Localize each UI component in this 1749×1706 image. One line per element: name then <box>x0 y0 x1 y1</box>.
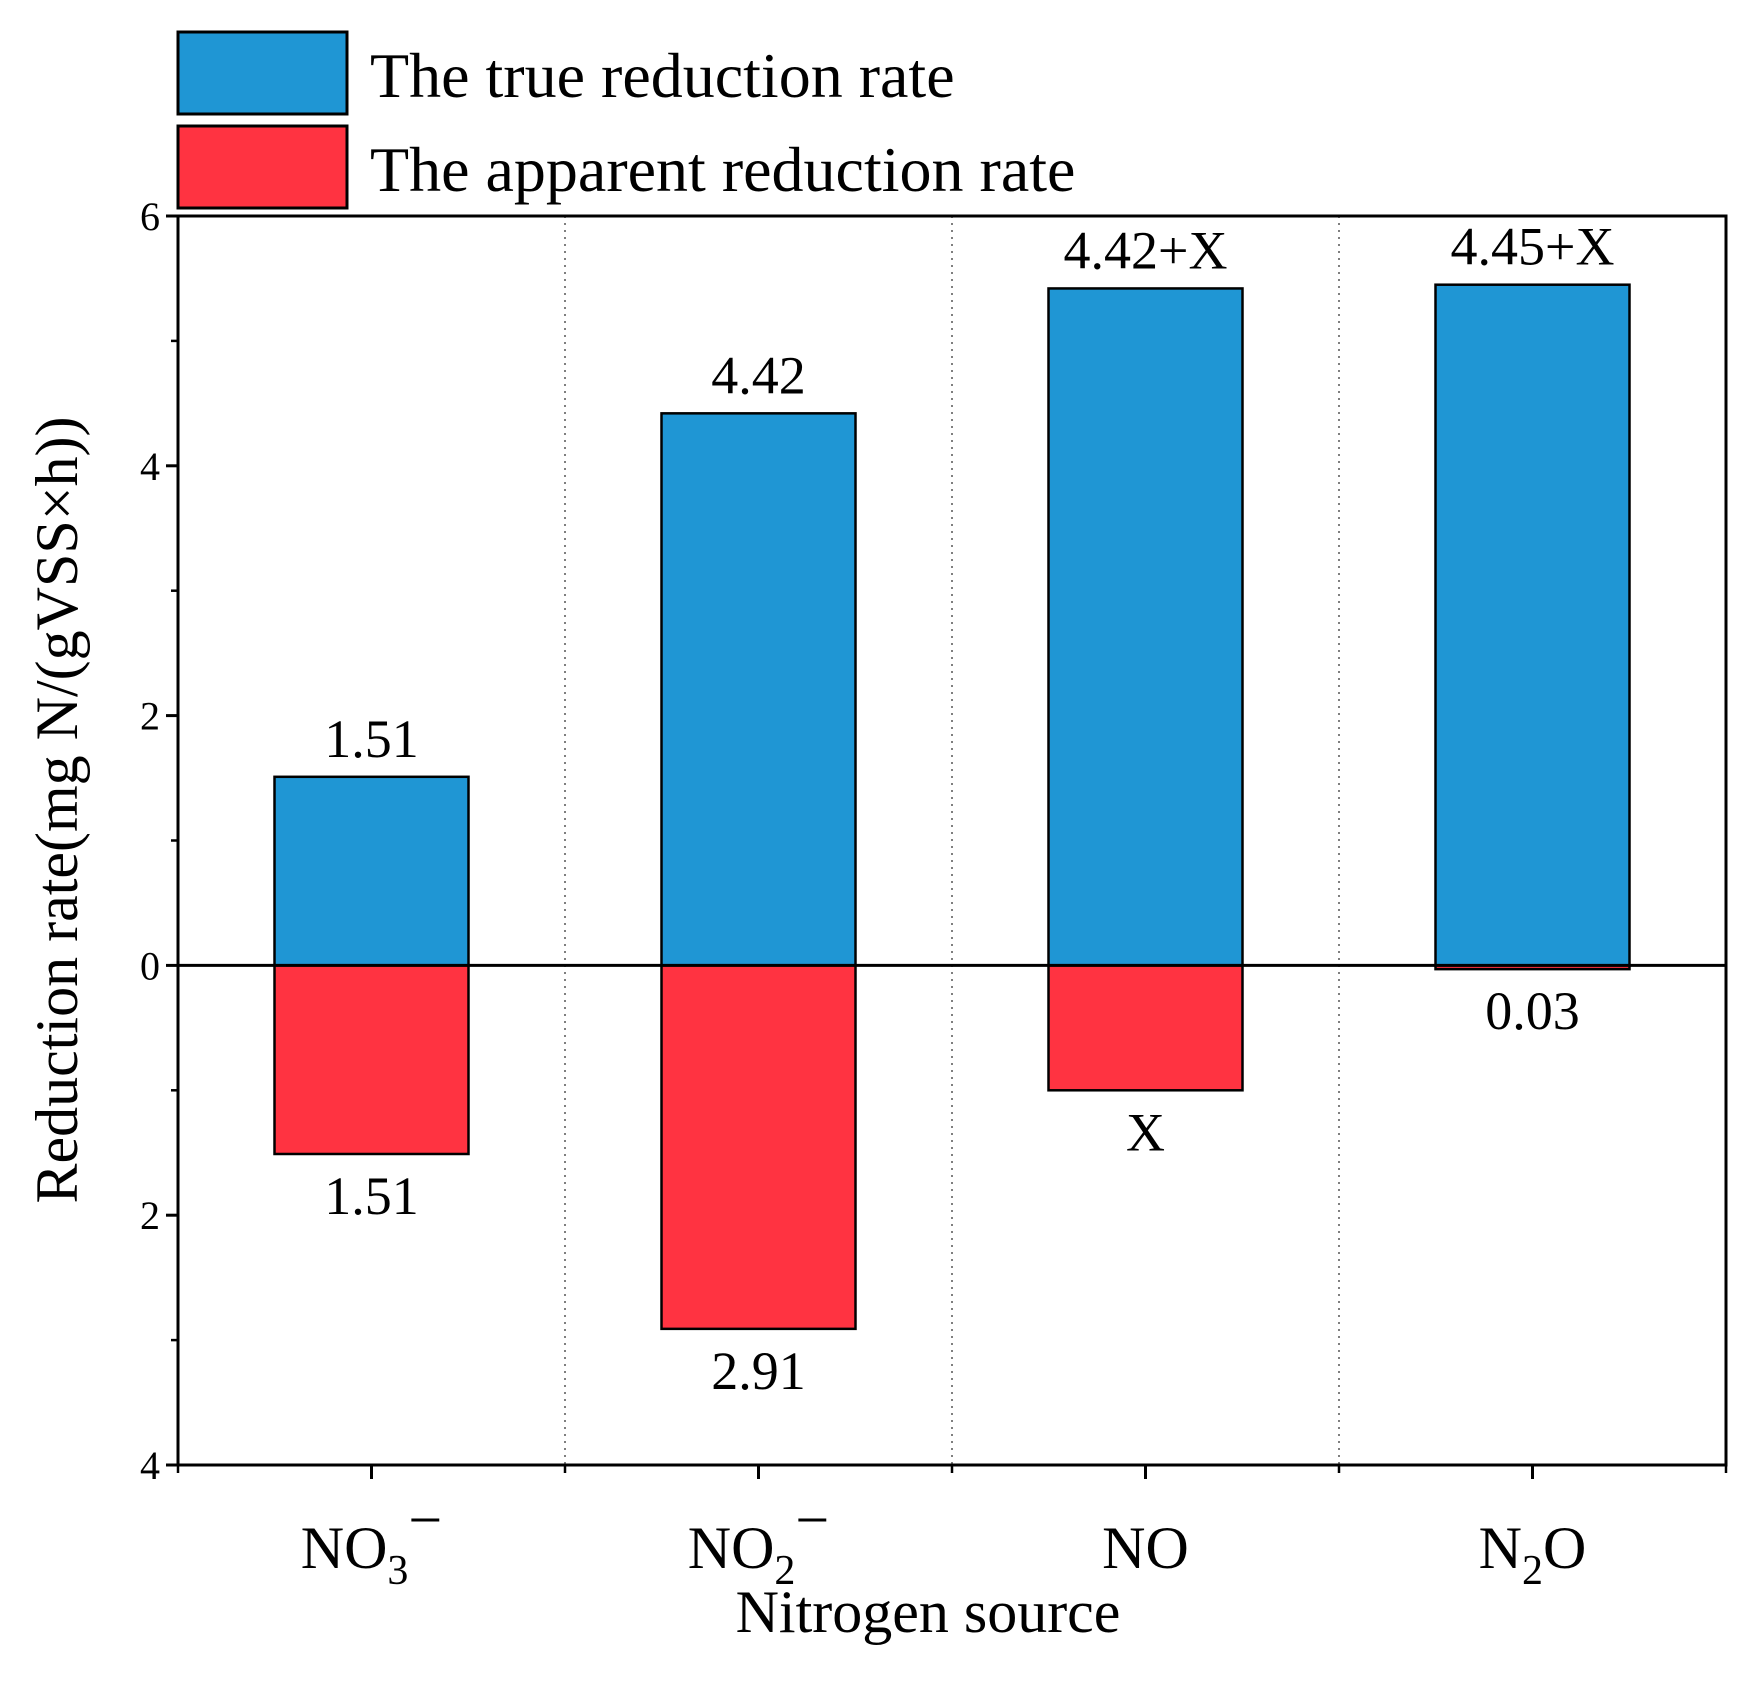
y-tick-label: 0 <box>140 943 160 988</box>
y-tick-label: 4 <box>140 444 160 489</box>
data-label-apparent-rate: X <box>1126 1102 1165 1162</box>
category-separators <box>564 216 1340 1465</box>
x-category-label: NO3− <box>301 1487 443 1594</box>
data-label-true-rate: 4.42 <box>711 345 806 405</box>
x-axis-ticks: NO3− NO2− NO N2O <box>176 1465 1728 1594</box>
y-tick-label: 6 <box>140 194 160 239</box>
bars <box>273 283 1631 1331</box>
data-label-apparent-rate: 0.03 <box>1485 981 1580 1041</box>
bar-apparent-rate <box>273 964 470 1156</box>
x-category-label: NO2− <box>688 1487 830 1594</box>
bar-true-rate <box>1434 283 1631 967</box>
y-axis-ticks: 6 4 2 0 2 4 <box>140 194 178 1488</box>
data-labels: 1.51 4.42 4.42+X 4.45+X 1.51 2.91 X 0.03 <box>324 217 1614 1401</box>
bar-apparent-rate <box>660 964 857 1331</box>
bar-apparent-rate <box>1047 964 1244 1092</box>
legend-swatch-true-rate <box>176 30 349 116</box>
data-label-apparent-rate: 1.51 <box>324 1166 419 1226</box>
x-category-label: NO <box>1102 1515 1189 1581</box>
y-tick-label: 2 <box>140 694 160 739</box>
x-category-label: N2O <box>1479 1515 1587 1594</box>
data-label-true-rate: 4.45+X <box>1451 217 1615 277</box>
y-tick-label: 2 <box>140 1193 160 1238</box>
bar-true-rate <box>273 775 470 967</box>
x-axis-title: Nitrogen source <box>736 1579 1121 1645</box>
data-label-true-rate: 4.42+X <box>1064 220 1228 280</box>
data-label-apparent-rate: 2.91 <box>711 1341 806 1401</box>
bar-true-rate <box>1047 287 1244 967</box>
data-label-true-rate: 1.51 <box>324 709 419 769</box>
legend-label-true-rate: The true reduction rate <box>370 40 955 111</box>
legend-swatch-apparent-rate <box>176 124 349 210</box>
y-tick-label: 4 <box>140 1443 160 1488</box>
y-axis-title: Reduction rate(mg N/(gVSS×h)) <box>24 416 90 1203</box>
legend-label-apparent-rate: The apparent reduction rate <box>370 134 1075 205</box>
legend: The true reduction rate The apparent red… <box>176 30 1075 210</box>
bar-true-rate <box>660 412 857 967</box>
